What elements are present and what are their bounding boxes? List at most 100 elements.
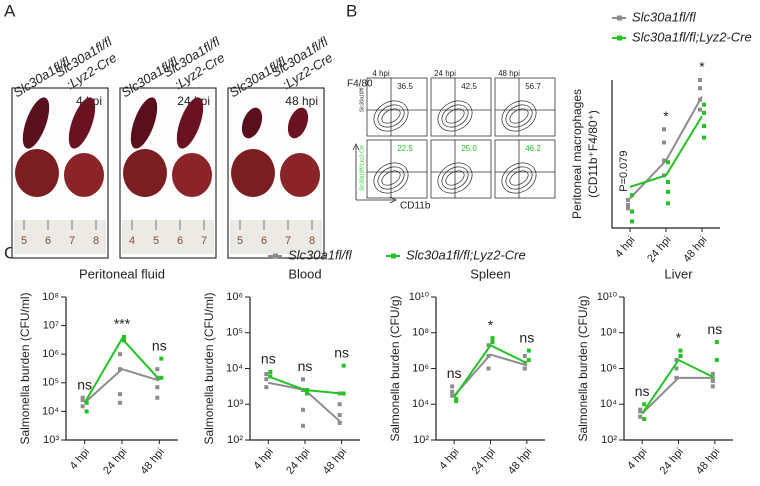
ruler-number: 7 xyxy=(285,235,291,247)
flow-plot xyxy=(430,77,492,137)
series-line xyxy=(453,353,528,397)
x-tick-label: 4 hpi xyxy=(613,234,638,260)
flow-plot xyxy=(430,139,492,199)
data-point xyxy=(714,357,719,362)
y-tick-label: 10³ xyxy=(227,398,243,410)
data-point xyxy=(118,352,122,357)
flow-row-label: Slc30a1fl/fl xyxy=(359,87,365,112)
data-point xyxy=(268,374,273,379)
contour xyxy=(381,108,401,124)
ruler-number: 6 xyxy=(261,235,267,247)
data-point xyxy=(80,404,85,409)
data-point xyxy=(159,356,164,361)
legend-label: Slc30a1fl/fl;Lyz2-Cre xyxy=(632,29,752,44)
panel-label: A xyxy=(4,1,16,20)
series-line xyxy=(629,115,703,188)
annotation: ns xyxy=(298,358,313,374)
data-point xyxy=(702,135,706,140)
contour xyxy=(437,162,473,194)
data-point xyxy=(118,392,122,397)
y-tick-label: 10² xyxy=(227,434,243,446)
flow-arrow xyxy=(352,143,397,204)
data-point xyxy=(666,179,670,184)
data-point xyxy=(630,219,634,224)
data-point xyxy=(666,201,670,206)
ruler-number: 7 xyxy=(201,235,207,247)
data-point xyxy=(337,402,342,407)
y-axis-label: Salmonella burden (CFU/ml) xyxy=(202,292,216,444)
ruler-number: 5 xyxy=(237,235,243,247)
y-tick-label: 10¹⁰ xyxy=(409,291,430,303)
flow-xlabel: CD11b xyxy=(400,201,431,212)
annotation: ns xyxy=(334,344,349,360)
data-point xyxy=(666,160,670,165)
y-tick-label: 10² xyxy=(601,434,617,446)
liver xyxy=(172,153,212,197)
data-point xyxy=(305,391,309,396)
series-line xyxy=(83,368,160,404)
ruler-number: 6 xyxy=(45,235,51,247)
x-tick-label: 4 hpi xyxy=(437,446,462,472)
contour xyxy=(445,108,465,124)
y-tick-label: 10⁴ xyxy=(226,362,243,374)
flow-percent: 22.5 xyxy=(397,144,413,153)
data-point xyxy=(490,340,495,345)
chart-title: Peritoneal fluid xyxy=(79,266,165,281)
data-point xyxy=(526,357,531,362)
flow-time: 24 hpi xyxy=(434,69,456,78)
legend-label: Slc30a1fl/fl;Lyz2-Cre xyxy=(406,247,526,262)
data-point xyxy=(264,377,269,382)
contour xyxy=(509,170,529,186)
contour xyxy=(445,170,465,186)
data-point xyxy=(454,396,459,401)
flow-percent: 56.7 xyxy=(525,82,541,91)
ruler-number: 7 xyxy=(69,235,75,247)
data-point xyxy=(702,110,706,115)
data-point xyxy=(678,354,683,359)
x-tick-label: 48 hpi xyxy=(138,446,166,477)
data-point xyxy=(301,423,305,428)
data-point xyxy=(486,354,491,359)
contour xyxy=(373,162,409,194)
axes xyxy=(611,80,720,229)
y-axis-label: Salmonella burden (CFU/g) xyxy=(576,295,590,441)
data-point xyxy=(702,124,706,129)
data-point xyxy=(450,389,455,394)
data-point xyxy=(341,391,346,396)
y-tick-label: 10² xyxy=(413,434,429,446)
data-point xyxy=(450,393,455,398)
y-tick-label: 10⁶ xyxy=(42,348,59,360)
y-tick-label: 10¹⁰ xyxy=(597,291,618,303)
data-point xyxy=(698,107,702,112)
data-point xyxy=(702,102,706,107)
spleen xyxy=(176,97,204,149)
data-point xyxy=(678,348,683,353)
data-point xyxy=(626,206,630,211)
y-tick-label: 10⁴ xyxy=(412,398,429,410)
data-point xyxy=(155,385,160,390)
y-tick-label: 10⁵ xyxy=(42,377,59,389)
spleen xyxy=(287,107,309,139)
spleen xyxy=(68,97,96,149)
ruler-number: 8 xyxy=(93,235,99,247)
data-point xyxy=(118,367,122,372)
data-point xyxy=(155,395,160,400)
contour xyxy=(505,166,533,190)
y-tick-label: 10⁴ xyxy=(600,398,617,410)
data-point xyxy=(674,375,679,380)
annotation: * xyxy=(676,329,682,345)
contour xyxy=(501,162,537,194)
legend-label: Slc30a1fl/fl xyxy=(632,9,697,24)
y-tick-label: 10⁸ xyxy=(600,327,617,339)
x-tick-label: 24 hpi xyxy=(470,446,498,477)
y-tick-label: 10³ xyxy=(43,434,59,446)
y-tick-label: 10⁶ xyxy=(226,291,243,303)
data-point xyxy=(305,388,309,393)
data-point xyxy=(264,385,269,390)
flow-plot xyxy=(366,139,428,199)
data-point xyxy=(80,395,85,400)
flow-plot xyxy=(494,77,556,137)
data-point xyxy=(630,193,634,198)
data-point xyxy=(630,209,634,214)
